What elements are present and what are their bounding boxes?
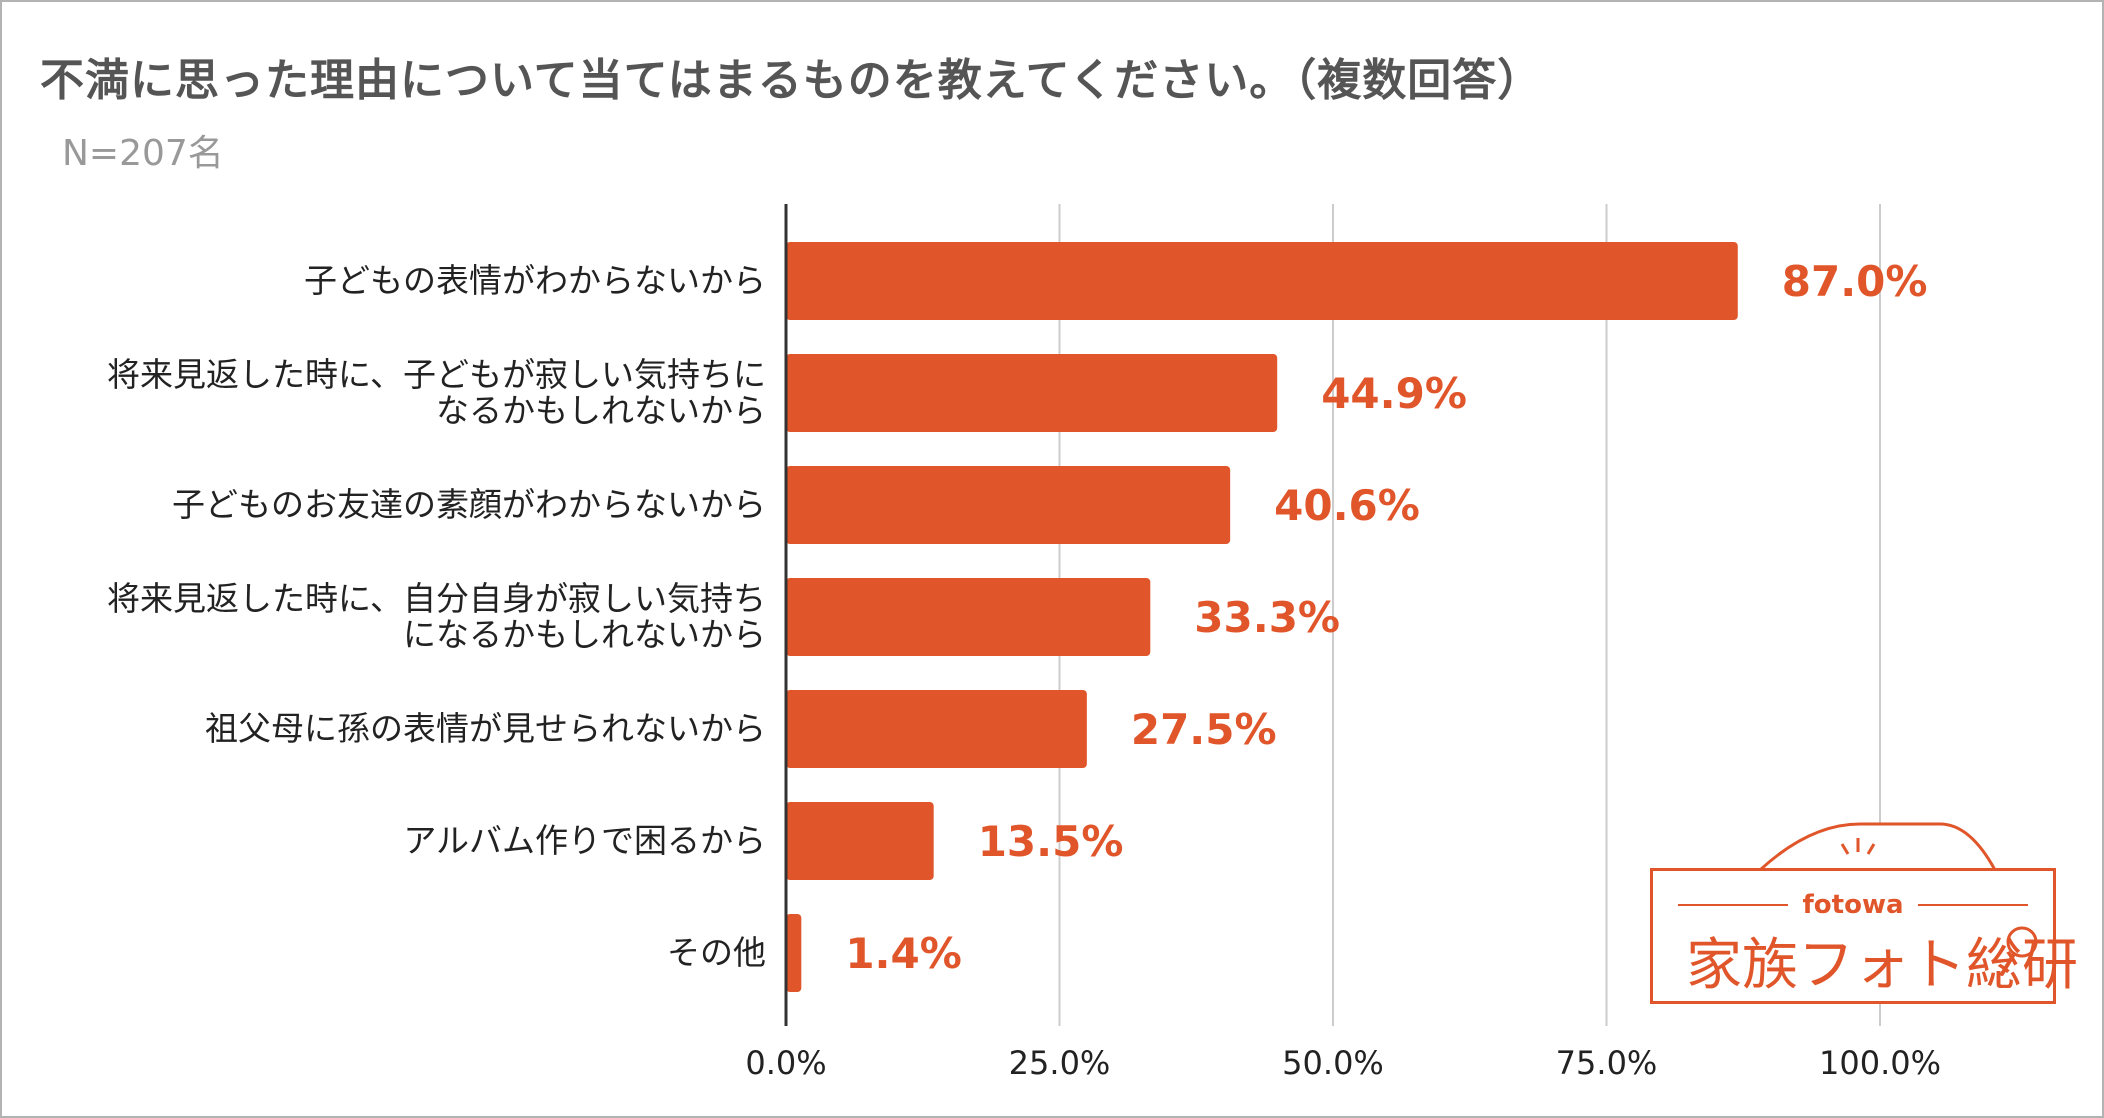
bar: [786, 690, 1087, 768]
value-label: 33.3%: [1194, 593, 1340, 642]
category-label-line: アルバム作りで困るから: [403, 821, 766, 860]
category-label: 将来見返した時に、子どもが寂しい気持ちになるかもしれないから: [107, 355, 766, 430]
value-label: 1.4%: [845, 929, 961, 978]
category-label-line: 祖父母に孫の表情が見せられないから: [205, 709, 766, 748]
bar: [786, 578, 1151, 656]
logo-brand: fotowa: [1802, 890, 1904, 920]
logo-box: [1650, 868, 2056, 1004]
category-label-line: なるかもしれないから: [436, 391, 766, 430]
bar: [786, 354, 1278, 432]
category-label: 子どもの表情がわからないから: [304, 261, 766, 300]
chart-title: 不満に思った理由について当てはまるものを教えてください。（複数回答）: [40, 55, 1543, 106]
category-label: 子どものお友達の素顔がわからないから: [172, 485, 766, 524]
value-label: 44.9%: [1321, 369, 1467, 418]
bar: [786, 242, 1738, 320]
x-tick-label: 100.0%: [1819, 1044, 1941, 1082]
logo-rule-left: [1678, 904, 1789, 906]
bar: [786, 466, 1231, 544]
fotowa-logo: fotowa 家族フォト総研: [1650, 822, 2078, 1004]
logo-cap: [1758, 822, 1997, 872]
category-label-line: 子どものお友達の素顔がわからないから: [172, 485, 766, 524]
bar: [786, 802, 934, 880]
magnifier-icon: [2000, 926, 2038, 976]
x-tick-label: 50.0%: [1282, 1044, 1384, 1082]
logo-name: 家族フォト総研: [1686, 933, 2078, 998]
category-label-line: になるかもしれないから: [403, 615, 766, 654]
value-label: 40.6%: [1274, 481, 1420, 530]
logo-brand-row: fotowa: [1650, 890, 2056, 920]
category-label: その他: [667, 933, 766, 972]
category-label-line: 将来見返した時に、子どもが寂しい気持ちに: [107, 355, 766, 394]
value-label: 13.5%: [978, 817, 1124, 866]
bar: [786, 914, 802, 992]
category-label-line: その他: [667, 933, 766, 972]
value-label: 27.5%: [1131, 705, 1277, 754]
sample-size: N=207名: [62, 133, 224, 174]
category-label: 将来見返した時に、自分自身が寂しい気持ちになるかもしれないから: [107, 579, 766, 654]
x-tick-label: 75.0%: [1556, 1044, 1658, 1082]
category-label-line: 将来見返した時に、自分自身が寂しい気持ち: [107, 579, 766, 618]
x-tick-label: 0.0%: [745, 1044, 826, 1082]
logo-rule-right: [1917, 904, 2028, 906]
category-label-line: 子どもの表情がわからないから: [304, 261, 766, 300]
category-label: 祖父母に孫の表情が見せられないから: [205, 709, 766, 748]
value-label: 87.0%: [1782, 257, 1928, 306]
category-label: アルバム作りで困るから: [403, 821, 766, 860]
x-tick-label: 25.0%: [1009, 1044, 1111, 1082]
